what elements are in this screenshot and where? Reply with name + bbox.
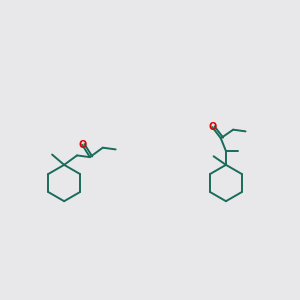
Text: O: O (208, 122, 216, 132)
Text: O: O (78, 140, 86, 150)
